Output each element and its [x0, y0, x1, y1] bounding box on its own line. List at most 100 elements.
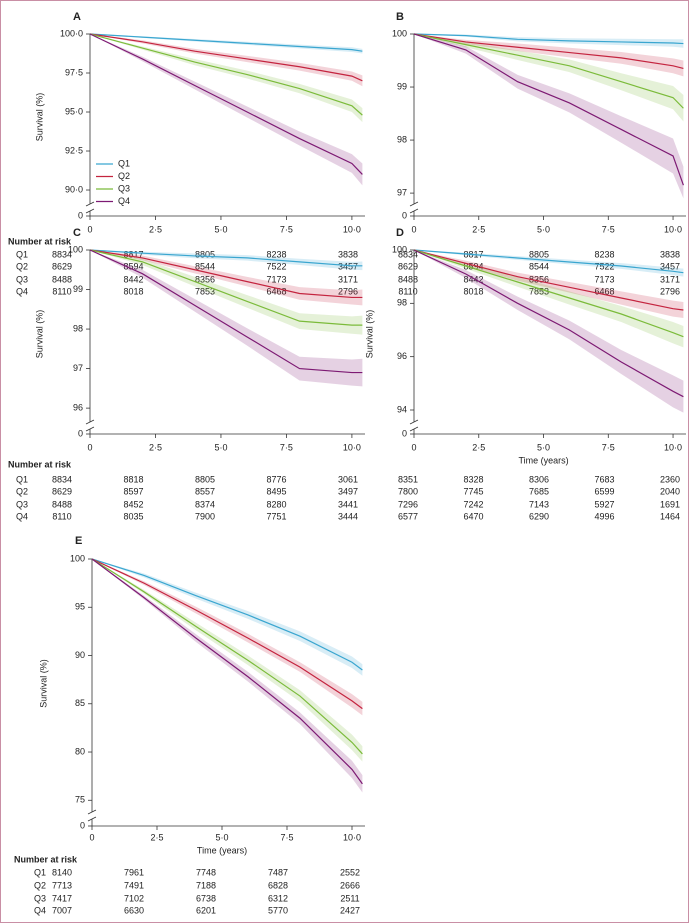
y-base-label: 0	[80, 820, 85, 830]
risk-count: 2796	[660, 286, 680, 296]
risk-row-label: Q3	[16, 274, 28, 284]
risk-count: 1691	[660, 499, 680, 509]
risk-row-label: Q1	[16, 249, 28, 259]
risk-count: 2360	[660, 474, 680, 484]
risk-count: 7007	[52, 905, 72, 915]
risk-count: 8594	[463, 261, 483, 271]
plot-area	[92, 558, 363, 793]
survival-line	[90, 33, 363, 52]
risk-count: 7751	[266, 511, 286, 521]
risk-count: 6468	[594, 286, 614, 296]
risk-count: 6828	[268, 880, 288, 890]
risk-count: 7748	[196, 867, 216, 877]
risk-count: 8356	[195, 274, 215, 284]
x-tick-label: 7·5	[602, 224, 615, 234]
risk-count: 1464	[660, 511, 680, 521]
x-tick-label: 7·5	[280, 832, 293, 842]
y-tick-label: 98	[397, 298, 407, 308]
y-tick-label: 75	[75, 795, 85, 805]
y-tick-label: 96	[397, 351, 407, 361]
risk-table-title: Number at risk	[8, 459, 72, 469]
risk-count: 8594	[123, 261, 143, 271]
x-tick-label: 2·5	[149, 224, 162, 234]
x-tick-label: 5·0	[537, 224, 550, 234]
survival-line	[414, 249, 684, 311]
risk-count: 6577	[398, 511, 418, 521]
risk-count: 8328	[463, 474, 483, 484]
risk-count: 6599	[594, 486, 614, 496]
y-tick-label: 97	[397, 187, 407, 197]
x-tick-label: 0	[87, 442, 92, 452]
risk-count: 5770	[268, 905, 288, 915]
x-axis-label: Time (years)	[518, 455, 568, 465]
panel-label: D	[396, 227, 404, 239]
risk-count: 8818	[123, 474, 143, 484]
y-tick-label: 99	[73, 284, 83, 294]
risk-count: 6312	[268, 893, 288, 903]
x-tick-label: 7·5	[280, 442, 293, 452]
x-tick-label: 10·0	[343, 832, 361, 842]
risk-row-label: Q4	[16, 511, 28, 521]
risk-count: 8374	[195, 499, 215, 509]
x-tick-label: 0	[411, 224, 416, 234]
risk-count: 2796	[338, 286, 358, 296]
y-tick-label: 97	[73, 363, 83, 373]
confidence-band	[414, 34, 684, 48]
risk-count: 8351	[398, 474, 418, 484]
risk-count: 8238	[266, 249, 286, 259]
risk-count: 3497	[338, 486, 358, 496]
risk-count: 7685	[529, 486, 549, 496]
survival-line	[92, 558, 363, 710]
confidence-band	[90, 250, 363, 335]
y-tick-label: 100	[392, 244, 407, 254]
y-base-label: 0	[78, 210, 83, 220]
x-tick-label: 2·5	[472, 442, 485, 452]
risk-count: 7296	[398, 499, 418, 509]
survival-line	[92, 558, 363, 785]
risk-count: 8805	[195, 249, 215, 259]
risk-count: 6738	[196, 893, 216, 903]
risk-count: 8557	[195, 486, 215, 496]
x-tick-label: 10·0	[664, 442, 682, 452]
x-tick-label: 7·5	[602, 442, 615, 452]
risk-count: 8018	[123, 286, 143, 296]
y-tick-label: 100	[68, 244, 83, 254]
risk-count: 3171	[338, 274, 358, 284]
panel-label: E	[75, 535, 82, 547]
y-tick-label: 97·5	[65, 67, 83, 77]
confidence-band	[90, 250, 363, 387]
risk-count: 7173	[594, 274, 614, 284]
risk-count: 8488	[52, 499, 72, 509]
panel-label: B	[396, 11, 404, 23]
survival-line	[90, 249, 363, 326]
y-tick-label: 98	[73, 323, 83, 333]
risk-count: 8452	[123, 499, 143, 509]
y-tick-label: 95	[75, 602, 85, 612]
survival-line	[90, 249, 363, 299]
risk-row-label: Q3	[16, 499, 28, 509]
survival-line	[92, 558, 363, 755]
plot-area	[414, 249, 684, 413]
risk-count: 8110	[52, 286, 71, 296]
y-tick-label: 85	[75, 698, 85, 708]
risk-count: 6201	[196, 905, 216, 915]
risk-count: 3838	[660, 249, 680, 259]
x-tick-label: 5·0	[214, 442, 227, 452]
confidence-band	[90, 250, 363, 306]
survival-line	[414, 33, 684, 45]
axis-break	[409, 201, 419, 214]
x-tick-label: 0	[89, 832, 94, 842]
risk-count: 7173	[266, 274, 286, 284]
risk-count: 7713	[52, 880, 72, 890]
risk-count: 7522	[266, 261, 286, 271]
risk-count: 8110	[52, 511, 71, 521]
risk-count: 3457	[338, 261, 358, 271]
x-tick-label: 5·0	[537, 442, 550, 452]
risk-count: 8776	[266, 474, 286, 484]
risk-count: 7900	[195, 511, 215, 521]
risk-count: 6630	[124, 905, 144, 915]
risk-row-label: Q2	[16, 261, 28, 271]
risk-count: 8805	[529, 249, 549, 259]
y-base-label: 0	[78, 428, 83, 438]
